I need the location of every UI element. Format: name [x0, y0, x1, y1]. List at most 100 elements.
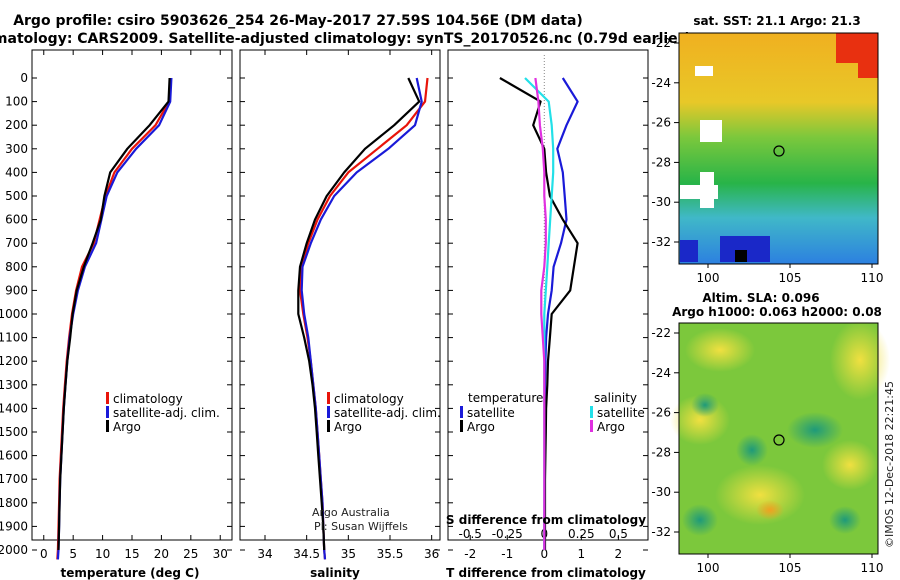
depth-tick-label: 1200 [0, 354, 28, 368]
map-y-tick-label: -30 [651, 195, 671, 209]
sla-map [670, 320, 890, 555]
x-tick-label: 10 [95, 547, 110, 561]
salinity-legend: climatology satellite-adj. clim. Argo [327, 392, 441, 434]
t-difference-axis-label: T difference from climatology [446, 566, 646, 580]
map-y-tick-label: -32 [651, 525, 671, 539]
legend-swatch-s-satellite [590, 406, 593, 418]
legend-label-climatology: climatology [113, 392, 183, 406]
depth-tick-label: 1700 [0, 472, 28, 486]
series-line-argo [57, 77, 171, 551]
legend-swatch-t-satellite [460, 406, 463, 418]
s-difference-axis-label: S difference from climatology [446, 513, 646, 527]
map-y-tick-label: -26 [651, 116, 671, 130]
sst-cloud-gap [695, 66, 713, 76]
top-tick-label: 0.5 [609, 527, 628, 541]
sla-map-frame [678, 322, 879, 555]
legend-label-satellite: satellite-adj. clim. [113, 406, 220, 420]
depth-tick-label: 100 [5, 95, 28, 109]
map-x-tick-label: 105 [779, 561, 802, 575]
sla-low-anomaly [682, 504, 718, 536]
sst-land-pixel [735, 250, 747, 262]
depth-tick-label: 600 [5, 213, 28, 227]
salinity-panel: 34 34.5 35 35.5 36 [257, 50, 439, 561]
legend-swatch-satellite [327, 406, 330, 418]
sst-argo-location-marker [773, 145, 785, 157]
legend-swatch-t-argo [460, 420, 463, 432]
credit-argo-australia: Argo Australia [312, 506, 390, 519]
x-tick-label: 30 [213, 547, 228, 561]
x-tick-label: 0 [540, 547, 548, 561]
sst-map-frame [678, 32, 879, 265]
sla-high-anomaly [685, 328, 755, 372]
legend-label-satellite: satellite-adj. clim. [334, 406, 441, 420]
depth-tick-label: 900 [5, 283, 28, 297]
legend-label-t-satellite: satellite [467, 406, 515, 420]
top-tick-label: 0.25 [568, 527, 595, 541]
sla-map-title-2: Argo h1000: 0.063 h2000: 0.08 [672, 305, 882, 319]
depth-tick-label: 2000 [0, 543, 28, 557]
x-tick-label: 34 [257, 547, 272, 561]
sst-map-title: sat. SST: 21.1 Argo: 21.3 [693, 14, 860, 28]
sst-cloud-gap [700, 172, 714, 208]
temperature-panel-frame [31, 49, 233, 541]
series-line-argo [297, 77, 421, 551]
sla-low-anomaly [829, 506, 861, 534]
temperature-legend: climatology satellite-adj. clim. Argo [106, 392, 220, 434]
x-tick-label: -1 [501, 547, 513, 561]
sla-high-peak [756, 500, 784, 520]
map-x-tick-label: 110 [861, 271, 884, 285]
depth-tick-label: 1100 [0, 331, 28, 345]
depth-tick-label: 500 [5, 189, 28, 203]
depth-tick-label: 1800 [0, 496, 28, 510]
series-line-temperature-argo [499, 77, 579, 550]
header-line-2: Climatology: CARS2009. Satellite-adjuste… [0, 31, 691, 47]
salinity-panel-frame [239, 49, 441, 541]
header-line-1: Argo profile: csiro 5903626_254 26-May-2… [13, 13, 583, 29]
temperature-axis-label: temperature (deg C) [61, 566, 200, 580]
legend-label-argo: Argo [113, 420, 141, 434]
imos-timestamp: ©IMOS 12-Dec-2018 22:21:45 [883, 381, 896, 548]
sla-high-anomaly [822, 440, 878, 490]
sla-argo-location-marker [773, 434, 785, 446]
sla-low-anomaly [787, 412, 843, 448]
series-line-climatology [56, 77, 172, 560]
top-tick-label: -0.25 [492, 527, 523, 541]
series-line-satellite-adj-clim- [56, 77, 173, 560]
x-tick-label: 36 [424, 547, 439, 561]
map-x-tick-label: 110 [861, 561, 884, 575]
x-tick-label: 25 [183, 547, 198, 561]
legend-label-argo: Argo [334, 420, 362, 434]
temperature-panel: 0 5 10 15 20 25 30 [40, 50, 228, 561]
x-tick-label: 5 [69, 547, 77, 561]
top-tick-label: -0.5 [459, 527, 482, 541]
legend-swatch-argo [106, 420, 109, 432]
legend-label-climatology: climatology [334, 392, 404, 406]
sla-map-axes: -22 -24 -26 -28 -30 -32 100 105 110 [651, 326, 883, 575]
sla-map-title-1: Altim. SLA: 0.096 [702, 291, 819, 305]
sst-map-axes: -22 -24 -26 -28 -30 -32 100 105 110 [651, 36, 883, 285]
map-y-tick-label: -24 [651, 366, 671, 380]
legend-swatch-s-argo [590, 420, 593, 432]
map-y-tick-label: -22 [651, 36, 671, 50]
sst-warm-patch-edge [858, 33, 878, 78]
map-y-tick-label: -32 [651, 235, 671, 249]
legend-label-s-satellite: satellite [597, 406, 645, 420]
depth-tick-label: 1500 [0, 425, 28, 439]
depth-tick-label: 400 [5, 165, 28, 179]
credit-pi: PI: Susan Wijffels [314, 520, 408, 533]
map-x-tick-label: 105 [779, 271, 802, 285]
legend-label-s-argo: Argo [597, 420, 625, 434]
depth-tick-label: 1000 [0, 307, 28, 321]
difference-legend: temperature satellite Argo salinity sate… [460, 391, 645, 434]
map-y-tick-label: -24 [651, 76, 671, 90]
map-y-tick-label: -30 [651, 485, 671, 499]
depth-axis: 0 100 200 300 400 500 600 700 800 900 1000 1100 1200… [0, 71, 648, 557]
x-tick-label: 20 [154, 547, 169, 561]
x-tick-label: 15 [124, 547, 139, 561]
series-line-salinity-argo [534, 77, 547, 550]
depth-tick-label: 200 [5, 118, 28, 132]
sst-cloud-gap [700, 120, 722, 142]
sla-low-anomaly [736, 434, 768, 466]
depth-tick-label: 700 [5, 236, 28, 250]
